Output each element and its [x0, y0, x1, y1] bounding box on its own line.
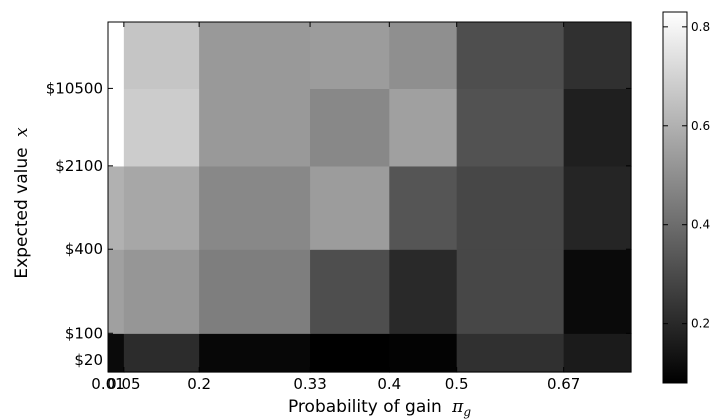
heatmap-cell [456, 249, 565, 334]
colorbar-tick-label: 0.4 [691, 218, 710, 232]
heatmap-cell [310, 88, 390, 167]
colorbar-ticks: 0.2 0.4 0.6 0.8 [663, 20, 710, 331]
y-axis-label-text: Expected value [12, 147, 32, 278]
heatmap-cell [456, 22, 565, 89]
heatmap-cell [108, 22, 125, 89]
heatmap-cell [199, 249, 311, 334]
heatmap-cell [456, 333, 565, 373]
colorbar: 0.2 0.4 0.6 0.8 [662, 11, 710, 384]
heatmap-cell [108, 88, 125, 167]
y-axis: $10500 $2100 $400 $100 $20 [46, 79, 631, 373]
heatmap-cell [389, 22, 458, 89]
x-axis-label: Probability of gain πg [288, 397, 471, 419]
heatmap-cell [389, 249, 458, 334]
x-tick-label: 0.67 [547, 375, 580, 393]
plot-frame [107, 21, 632, 373]
heatmap-cell [389, 165, 458, 250]
x-axis-label-subscript: g [463, 405, 471, 419]
heatmap-cell [123, 333, 200, 373]
x-tick-label: 0.2 [187, 375, 211, 393]
heatmap-cell [108, 165, 125, 250]
heatmap-cell [108, 249, 125, 334]
y-tick-label: $2100 [55, 157, 103, 175]
colorbar-tick-label: 0.8 [691, 20, 710, 34]
y-tick-label: $10500 [46, 79, 103, 97]
x-axis: 0.010.05 0.2 0.33 0.4 0.5 0.67 [91, 22, 580, 393]
x-axis-label-symbol: π [451, 397, 464, 417]
y-axis-label: Expected value x [12, 127, 32, 279]
x-tick-label: 0.5 [445, 375, 469, 393]
heatmap-cell [199, 22, 311, 89]
heatmap-cells [108, 22, 632, 373]
y-tick-label: $20 [74, 351, 103, 369]
heatmap-cell [199, 165, 311, 250]
heatmap-cell [199, 333, 311, 373]
heatmap-cell [310, 333, 390, 373]
heatmap-cell [563, 249, 632, 334]
colorbar-gradient [662, 11, 688, 384]
heatmap-cell [310, 165, 390, 250]
heatmap-cell [310, 22, 390, 89]
heatmap-cell [563, 165, 632, 250]
y-tick-label: $400 [65, 240, 103, 258]
heatmap-cell [563, 333, 632, 373]
x-tick-label: 0.33 [293, 375, 326, 393]
x-tick-label: 0.01 [91, 375, 124, 393]
heatmap-cell [123, 88, 200, 167]
colorbar-tick-label: 0.2 [691, 317, 710, 331]
heatmap-cell [108, 333, 125, 373]
heatmap-cell [563, 88, 632, 167]
x-axis-label-text: Probability of gain [288, 397, 442, 417]
heatmap-cell [389, 88, 458, 167]
heatmap-cell [310, 249, 390, 334]
heatmap-cell [456, 165, 565, 250]
heatmap-cell [456, 88, 565, 167]
heatmap-cell [199, 88, 311, 167]
heatmap-cell [563, 22, 632, 89]
x-tick-label: 0.05 [107, 375, 140, 393]
heatmap-cell [123, 249, 200, 334]
heatmap-cell [123, 165, 200, 250]
colorbar-tick-label: 0.6 [691, 119, 710, 133]
heatmap-cell [123, 22, 200, 89]
heatmap-cell [389, 333, 458, 373]
y-axis-label-symbol: x [12, 127, 32, 137]
x-tick-label: 0.4 [377, 375, 401, 393]
y-tick-label: $100 [65, 324, 103, 342]
